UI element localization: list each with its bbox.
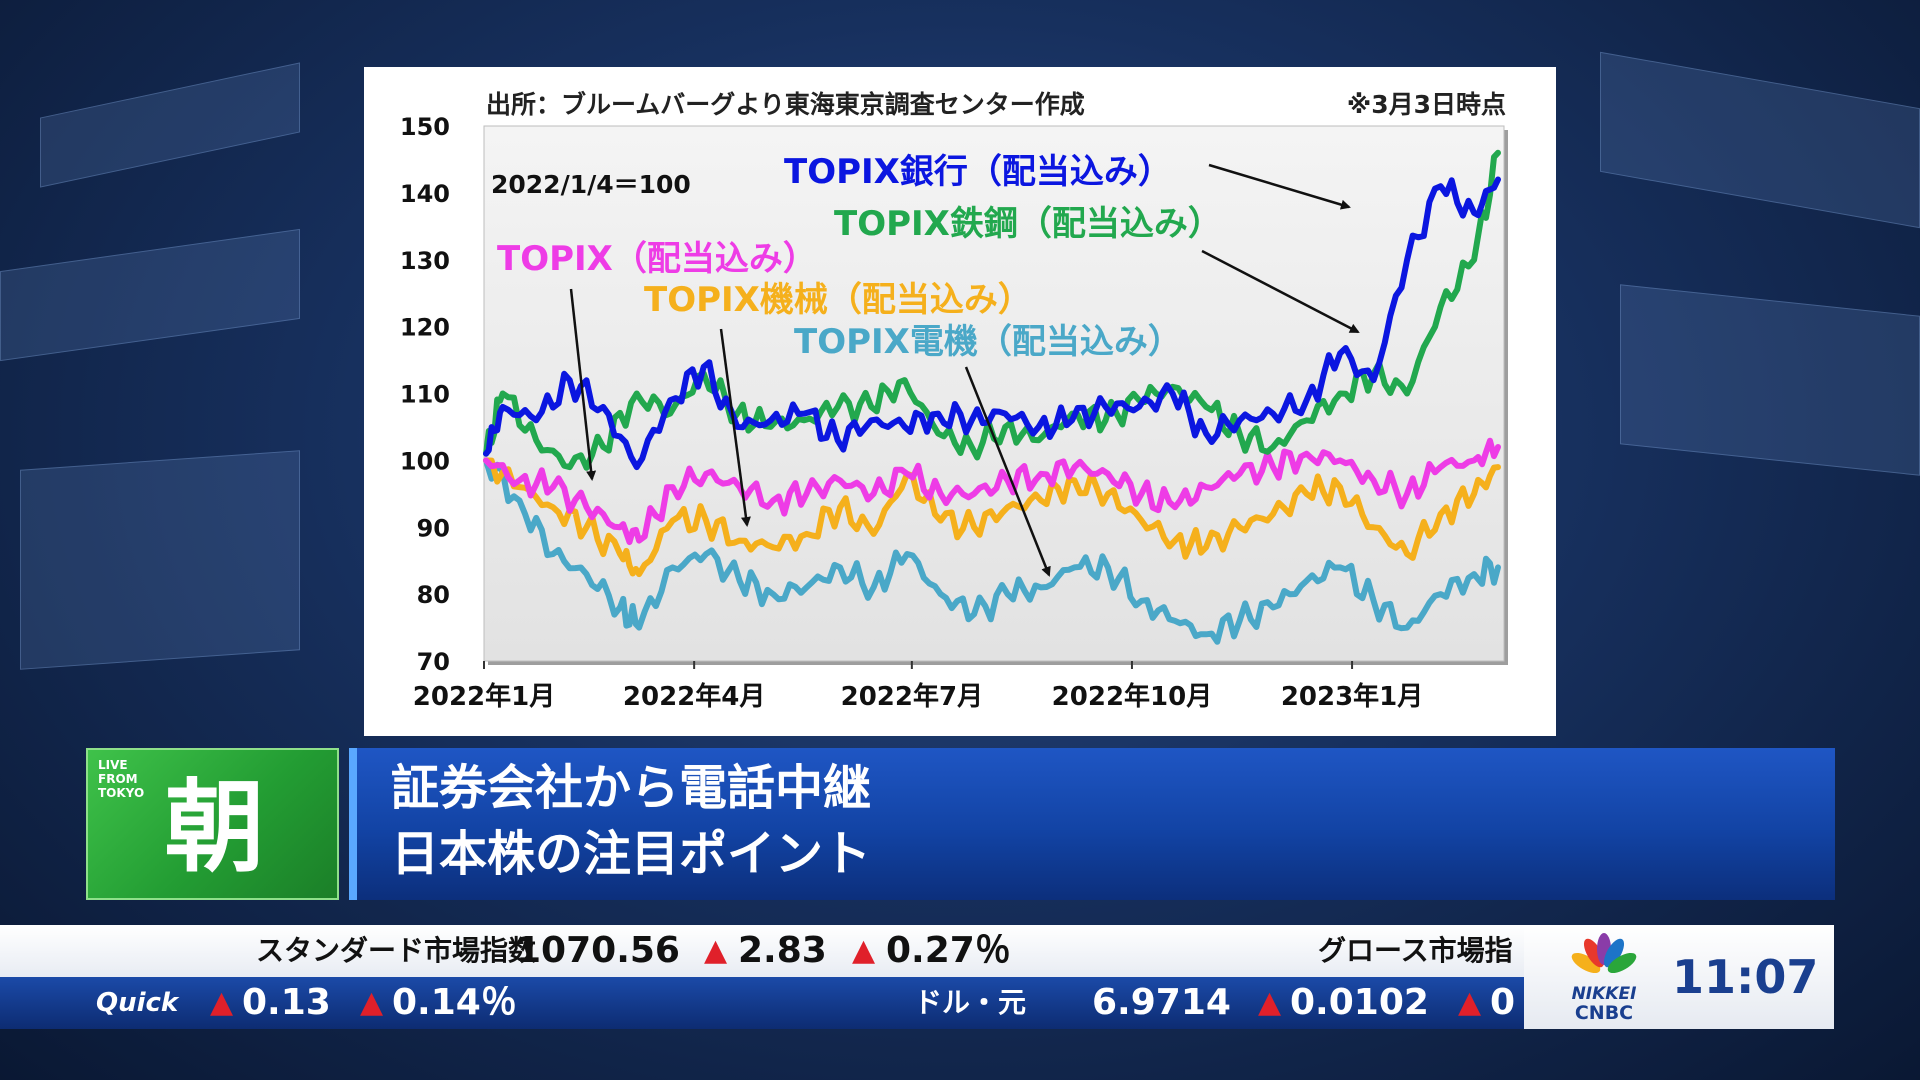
series-line	[483, 437, 1501, 546]
line-chart: 出所：ブルームバーグより東海東京調査センター作成 ※3月3日時点 2022/1/…	[400, 90, 1508, 712]
y-tick-label: 150	[400, 113, 450, 141]
live-label-line3: TOKYO	[98, 786, 145, 800]
up-triangle-icon: ▲	[1258, 985, 1282, 1020]
up-triangle-icon: ▲	[360, 985, 384, 1020]
up-triangle-icon: ▲	[852, 933, 876, 968]
live-label-line1: LIVE	[98, 758, 128, 772]
annotations: TOPIX銀行（配当込み）TOPIX鉄鋼（配当込み）TOPIX（配当込み）TOP…	[497, 152, 1360, 577]
ticker-label-growth: グロース市場指	[1318, 934, 1513, 967]
quick-logo: Quick	[96, 988, 179, 1018]
clock: 11:07	[1672, 950, 1819, 1004]
annotation-arrow	[964, 366, 1051, 577]
ticker-label-standard: スタンダード市場指数	[256, 934, 537, 967]
x-axis: 2022年1月 2022年4月 2022年7月 2022年10月 2023年1月	[413, 661, 1423, 712]
y-tick-label: 70	[417, 648, 450, 676]
ticker-change-usdcny: 0.0102	[1290, 982, 1429, 1023]
ticker-pct-a: 0.14％	[392, 982, 517, 1023]
y-tick-label: 130	[400, 247, 450, 275]
ticker-pct-usdcny: 0	[1490, 982, 1516, 1023]
chart-date-note: ※3月3日時点	[1347, 90, 1506, 119]
chart-panel: 出所：ブルームバーグより東海東京調査センター作成 ※3月3日時点 2022/1/…	[364, 67, 1556, 736]
ticker-label-usdcny: ドル・元	[914, 986, 1027, 1019]
headline-line1: 証券会社から電話中継	[391, 760, 872, 816]
annotation-arrow	[569, 288, 597, 481]
chart-source-note: 出所：ブルームバーグより東海東京調査センター作成	[486, 90, 1085, 119]
program-badge: LIVE FROM TOKYO 朝	[86, 748, 339, 900]
live-label-line2: FROM	[98, 772, 138, 786]
annotation-arrow	[1208, 163, 1351, 210]
base-note: 2022/1/4＝100	[491, 170, 691, 199]
series-annotation-label: TOPIX機械（配当込み）	[644, 280, 1032, 320]
y-tick-label: 80	[417, 581, 450, 609]
ticker-change-a: 0.13	[242, 982, 331, 1023]
series-annotation-label: TOPIX（配当込み）	[497, 239, 817, 279]
cnbc-text: CNBC	[1575, 1002, 1633, 1023]
series-lines	[483, 149, 1501, 645]
x-tick-label: 2022年4月	[623, 681, 765, 712]
network-box: NIKKEI CNBC 11:07	[1524, 925, 1834, 1029]
y-tick-label: 90	[417, 514, 450, 542]
up-triangle-icon: ▲	[210, 985, 234, 1020]
headline-line2: 日本株の注目ポイント	[391, 826, 872, 882]
y-tick-label: 100	[400, 447, 450, 475]
x-tick-label: 2022年10月	[1052, 681, 1213, 712]
nikkei-text: NIKKEI	[1572, 984, 1637, 1004]
annotation-arrow	[719, 328, 751, 527]
y-axis: 150 140 130 120 110 100 90 80 70	[400, 113, 450, 676]
up-triangle-icon: ▲	[704, 933, 728, 968]
x-tick-label: 2022年1月	[413, 681, 555, 712]
y-tick-label: 120	[400, 314, 450, 342]
ticker-top: スタンダード市場指数 1070.56 ▲ 2.83 ▲ 0.27％ グロース市場…	[0, 925, 1524, 977]
x-tick-label: 2022年7月	[841, 681, 983, 712]
live-from-tokyo-label: LIVE FROM TOKYO	[98, 758, 144, 800]
x-tick-label: 2023年1月	[1281, 681, 1423, 712]
series-line	[483, 457, 1501, 578]
series-annotation-label: TOPIX電機（配当込み）	[794, 322, 1182, 362]
annotation-arrow	[1201, 249, 1360, 334]
series-annotation-label: TOPIX鉄鋼（配当込み）	[834, 204, 1222, 244]
y-tick-label: 110	[400, 381, 450, 409]
ticker-bottom: Quick ▲ 0.13 ▲ 0.14％ ドル・元 6.9714 ▲ 0.010…	[0, 977, 1524, 1029]
up-triangle-icon: ▲	[1458, 985, 1482, 1020]
series-annotation-label: TOPIX銀行（配当込み）	[784, 152, 1172, 192]
program-logo-char: 朝	[164, 769, 265, 886]
ticker-change-standard: 2.83	[738, 930, 827, 971]
series-line	[483, 457, 1501, 645]
ticker-value-usdcny: 6.9714	[1092, 982, 1231, 1023]
headline-box: 証券会社から電話中継 日本株の注目ポイント	[349, 748, 1835, 900]
nikkei-cnbc-logo: NIKKEI CNBC	[1572, 933, 1637, 1023]
ticker-pct-standard: 0.27％	[886, 930, 1011, 971]
y-tick-label: 140	[400, 180, 450, 208]
ticker-value-standard: 1070.56	[516, 930, 680, 971]
